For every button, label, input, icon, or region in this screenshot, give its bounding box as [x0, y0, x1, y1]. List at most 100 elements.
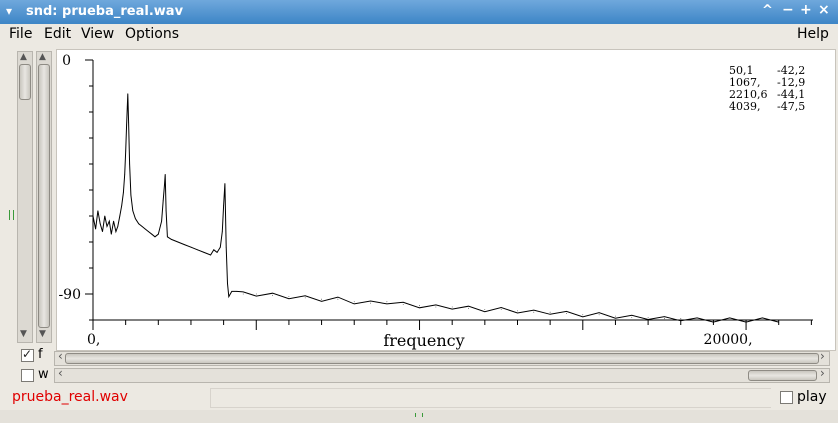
- spectrum-point: [164, 174, 166, 175]
- spectrum-point: [566, 313, 567, 314]
- zoom-x-left-arrow-icon[interactable]: ‹: [58, 349, 63, 363]
- spectrum-point: [631, 317, 633, 318]
- zoom-x-thumb[interactable]: [65, 353, 819, 364]
- spectrum-point: [236, 291, 238, 292]
- spectrum-point: [154, 236, 156, 238]
- w-checkbox[interactable]: [21, 369, 34, 382]
- fft-chart: 0 -90 0, 20000, frequency 50,1 -42,2 1067, -12,9…: [58, 53, 813, 350]
- peak-db-label: -44,1: [777, 88, 805, 101]
- y-tick-label-bottom: -90: [58, 287, 81, 303]
- position-y-down-arrow-icon[interactable]: ▼: [39, 329, 46, 339]
- spectrum-point: [729, 319, 731, 321]
- menu-view[interactable]: View: [81, 26, 115, 42]
- spectrum-point: [337, 298, 339, 300]
- spectrum-point: [778, 319, 780, 321]
- position-y-thumb[interactable]: [38, 64, 50, 328]
- spectrum-point: [549, 311, 551, 313]
- pane-sash-grip-icon[interactable]: [9, 210, 14, 220]
- spectrum-point: [615, 315, 616, 317]
- x-tick-label-20000: 20000,: [704, 332, 753, 348]
- spectrum-point: [128, 122, 129, 123]
- spectrum-point: [419, 305, 420, 307]
- spectrum-line: [92, 93, 779, 323]
- menu-file[interactable]: File: [9, 26, 33, 42]
- spectrum-point: [435, 306, 437, 308]
- spectrum-point: [468, 307, 469, 309]
- spectrum-point: [141, 226, 143, 227]
- spectrum-point: [210, 254, 212, 256]
- spectrum-point: [102, 231, 103, 233]
- shade-icon[interactable]: ^: [762, 3, 773, 18]
- f-checkbox[interactable]: ✓: [21, 347, 34, 362]
- fft-graph[interactable]: 0 -90 0, 20000, frequency 50,1 -42,2 1067, -12,9…: [56, 49, 836, 351]
- play-checkbox[interactable]: [780, 391, 793, 404]
- zoom-x-right-arrow-icon[interactable]: ›: [820, 349, 825, 363]
- spectrum-point: [108, 220, 110, 222]
- w-checkbox-label: w: [38, 367, 49, 382]
- title-bar: ▾ snd: prueba_real.wav ^ − + ×: [0, 0, 838, 25]
- minimize-icon[interactable]: −: [782, 2, 794, 18]
- maximize-icon[interactable]: +: [800, 2, 812, 18]
- spectrum-point: [225, 246, 227, 248]
- spectrum-point: [126, 106, 128, 108]
- menu-help[interactable]: Help: [797, 26, 829, 42]
- spectrum-point: [124, 174, 126, 175]
- spectrum-point: [95, 228, 96, 230]
- spectrum-point: [110, 233, 112, 235]
- window-menu-icon[interactable]: ▾: [6, 4, 13, 18]
- status-filename: prueba_real.wav: [12, 389, 128, 405]
- spectrum-point: [127, 93, 129, 95]
- spectrum-point: [227, 283, 228, 284]
- position-x-scrollbar[interactable]: ‹ ›: [54, 366, 830, 383]
- spectrum-point: [221, 231, 223, 233]
- zoom-y-up-arrow-icon[interactable]: ▲: [20, 52, 27, 62]
- spectrum-point: [125, 150, 127, 152]
- peak-frequency-label: 4039,: [729, 100, 761, 113]
- spectrum-point: [386, 301, 388, 303]
- spectrum-point: [106, 226, 108, 227]
- spectrum-point: [231, 291, 233, 292]
- menu-options[interactable]: Options: [125, 26, 180, 42]
- spectrum-point: [119, 215, 121, 217]
- peak-frequency-label: 50,1: [729, 64, 754, 77]
- position-y-slider[interactable]: ▲ ▼: [36, 51, 52, 343]
- spectrum-point: [97, 210, 99, 212]
- spectrum-point: [144, 228, 146, 230]
- f-checkbox-label: f: [38, 347, 43, 362]
- spectrum-point: [213, 249, 215, 251]
- position-x-left-arrow-icon[interactable]: ‹: [58, 366, 63, 380]
- spectrum-point: [99, 223, 101, 225]
- spectrum-point: [762, 319, 763, 321]
- close-icon[interactable]: ×: [818, 2, 830, 18]
- spectrum-point: [451, 306, 453, 308]
- zoom-y-slider[interactable]: ▲ ▼: [17, 51, 33, 343]
- spectrum-point: [647, 317, 649, 318]
- spectrum-point: [171, 239, 172, 240]
- spectrum-point: [117, 226, 119, 227]
- position-y-up-arrow-icon[interactable]: ▲: [39, 52, 46, 62]
- spectrum-point: [255, 293, 257, 295]
- zoom-x-scrollbar[interactable]: ‹ ›: [54, 349, 830, 366]
- position-x-thumb[interactable]: [748, 370, 817, 381]
- play-label: play: [797, 389, 827, 405]
- spectrum-point: [224, 183, 226, 184]
- position-x-right-arrow-icon[interactable]: ›: [820, 366, 825, 380]
- spectrum-point: [113, 220, 114, 222]
- spectrum-point: [129, 163, 130, 165]
- sash-grip-icon[interactable]: [415, 413, 423, 417]
- menu-edit[interactable]: Edit: [44, 26, 72, 42]
- spectrum-point: [162, 200, 164, 201]
- spectrum-point: [353, 301, 355, 303]
- spectrum-point: [104, 215, 106, 217]
- spectrum-point: [680, 318, 682, 320]
- spectrum-point: [132, 210, 134, 212]
- zoom-y-thumb[interactable]: [19, 64, 31, 100]
- spectrum-point: [370, 302, 371, 304]
- spectrum-point: [92, 215, 94, 217]
- spectrum-point: [696, 319, 698, 321]
- spectrum-point: [745, 319, 747, 321]
- spectrum-point: [304, 297, 306, 299]
- spectrum-point: [582, 314, 584, 316]
- zoom-y-down-arrow-icon[interactable]: ▼: [20, 329, 27, 339]
- spectrum-point: [121, 205, 123, 207]
